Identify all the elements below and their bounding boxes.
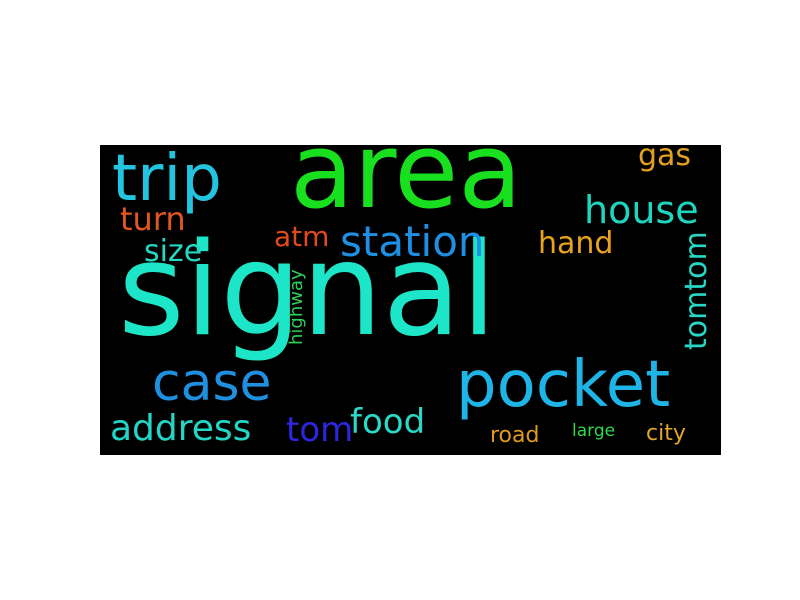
word-cloud: signal area trip pocket case station hou… [100, 145, 721, 455]
word-road: road [490, 423, 540, 448]
word-size: size [144, 234, 203, 269]
word-highway: highway [286, 269, 307, 345]
word-tom: tom [286, 410, 354, 450]
word-atm: atm [274, 220, 330, 253]
word-station: station [340, 217, 485, 266]
word-pocket: pocket [456, 348, 671, 422]
word-house: house [584, 188, 699, 232]
word-area: area [290, 145, 522, 232]
word-address: address [110, 408, 252, 449]
word-turn: turn [120, 200, 186, 238]
word-signal: signal [118, 216, 497, 365]
word-trip: trip [112, 145, 222, 216]
word-gas: gas [638, 145, 692, 173]
word-hand: hand [538, 226, 614, 261]
word-case: case [152, 353, 272, 413]
word-tomtom: tomtom [679, 231, 714, 350]
word-city: city [646, 421, 686, 446]
word-large: large [572, 421, 616, 441]
word-food: food [350, 402, 426, 442]
